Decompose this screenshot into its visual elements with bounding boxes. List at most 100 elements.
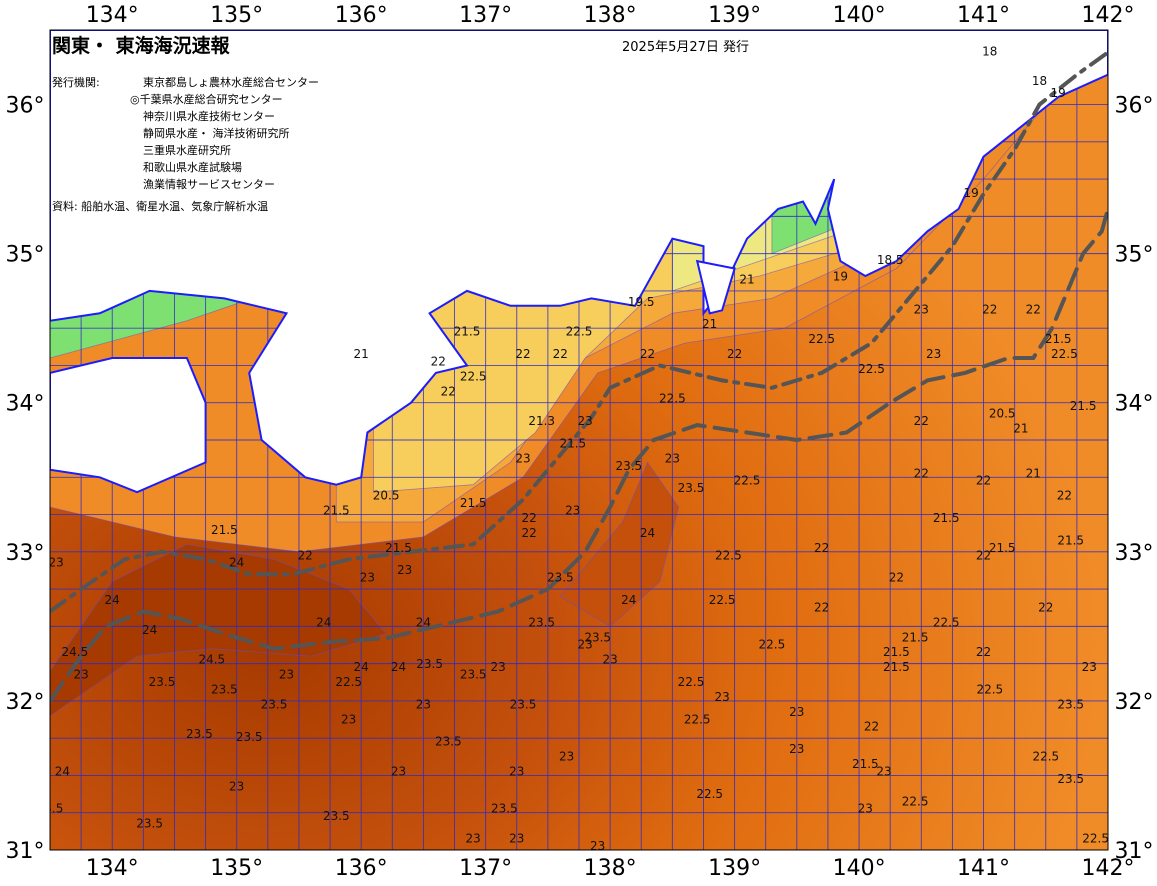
contour-label: 23.5 — [211, 683, 238, 697]
contour-label: 21.5 — [1057, 533, 1084, 547]
contour-label: 23.5 — [1057, 697, 1084, 711]
left-latitude-tick: 36° — [6, 94, 45, 119]
right-latitude-tick: 31° — [1115, 839, 1154, 864]
contour-label: 23 — [559, 750, 574, 764]
contour-label: 23 — [876, 765, 891, 779]
issuer-4: 静岡県水産・ 海洋技術研究所 — [143, 126, 290, 140]
contour-label: 23 — [1082, 660, 1097, 674]
right-latitude-tick: 35° — [1115, 243, 1154, 268]
issuer-6: 和歌山県水産試験場 — [143, 160, 242, 174]
issue-date: 2025年5月27日 発行 — [622, 40, 749, 55]
contour-label: 23.5 — [136, 817, 163, 831]
contour-label: 22 — [441, 384, 456, 398]
contour-label: 22 — [727, 347, 742, 361]
contour-label: 23 — [714, 690, 729, 704]
contour-label: 23 — [602, 653, 617, 667]
contour-label: 22.5 — [460, 369, 487, 383]
contour-label: 22 — [522, 526, 537, 540]
contour-label: 22.5 — [684, 712, 711, 726]
contour-label: 21.5 — [454, 325, 481, 339]
issuer-1: 東京都島しょ農林水産総合センター — [143, 75, 319, 89]
contour-label: 22 — [298, 548, 313, 562]
contour-label: 24 — [316, 615, 331, 629]
bottom-longitude-tick: 142° — [1082, 856, 1135, 881]
contour-label: 23.5 — [435, 735, 462, 749]
contour-label: 22 — [864, 720, 879, 734]
kuroshio-axis-1 — [50, 50, 1108, 614]
contour-label: 22 — [1026, 302, 1041, 316]
issuers-label: 発行機関: — [52, 75, 100, 89]
top-longitude-tick: 137° — [459, 3, 512, 28]
contour-label: 21.5 — [211, 523, 238, 537]
top-longitude-tick: 134° — [86, 3, 139, 28]
contour-label: 19.5 — [628, 295, 655, 309]
contour-label: 23 — [279, 668, 294, 682]
contour-label: 24 — [416, 615, 431, 629]
contour-label: 22.5 — [734, 474, 761, 488]
issuer-3: 神奈川県水産技術センター — [143, 109, 275, 123]
contour-label: 23 — [515, 451, 530, 465]
contour-label: 24 — [105, 593, 120, 607]
contour-label: 23 — [926, 347, 941, 361]
contour-label: 21 — [702, 317, 717, 331]
right-latitude-tick: 33° — [1115, 541, 1154, 566]
contour-label: 18 — [1032, 74, 1047, 88]
bottom-longitude-tick: 141° — [957, 856, 1010, 881]
issuer-5: 三重県水産研究所 — [143, 143, 231, 157]
contour-label: 21.3 — [528, 414, 555, 428]
left-latitude-axis: 36° 35° 34° 33° 32° 31° — [6, 94, 45, 865]
contour-label: 22 — [976, 474, 991, 488]
contour-label: 24 — [229, 556, 244, 570]
contour-label: 21 — [739, 273, 754, 287]
contour-label: 22.5 — [808, 332, 835, 346]
top-longitude-tick: 141° — [957, 3, 1010, 28]
contour-label: 23.5 — [37, 802, 64, 816]
contour-label: 22 — [515, 347, 530, 361]
contour-label: 23.5 — [584, 630, 611, 644]
contour-label: 23 — [578, 638, 593, 652]
contour-label: 22 — [553, 347, 568, 361]
bottom-longitude-tick: 139° — [708, 856, 761, 881]
contour-label: 20.5 — [373, 489, 400, 503]
left-latitude-tick: 35° — [6, 243, 45, 268]
contour-label: 24.5 — [198, 653, 225, 667]
top-longitude-tick: 142° — [1082, 3, 1135, 28]
contour-label: 22 — [982, 302, 997, 316]
contour-label: 23 — [49, 556, 64, 570]
contour-label: 24 — [621, 593, 636, 607]
contour-label: 22.5 — [709, 593, 736, 607]
contour-label: 23 — [360, 571, 375, 585]
contour-label: 21.5 — [323, 504, 350, 518]
contour-label: 24 — [391, 660, 406, 674]
contour-label: 23.5 — [547, 571, 574, 585]
contour-label: 22.5 — [858, 362, 885, 376]
top-longitude-tick: 135° — [210, 3, 263, 28]
contour-label: 22.5 — [1032, 750, 1059, 764]
contour-label: 22 — [814, 601, 829, 615]
contour-label: 21.5 — [883, 645, 910, 659]
contour-label: 22 — [522, 511, 537, 525]
contour-label: 23 — [858, 802, 873, 816]
contour-label: 23 — [590, 839, 605, 853]
contour-label: 21 — [1026, 466, 1041, 480]
top-longitude-tick: 140° — [833, 3, 886, 28]
right-latitude-tick: 32° — [1115, 690, 1154, 715]
contour-label: 22.5 — [1082, 832, 1109, 846]
contour-label: 23.5 — [416, 657, 443, 671]
contour-label: 22 — [976, 645, 991, 659]
contour-label: 22 — [976, 548, 991, 562]
left-latitude-tick: 31° — [6, 839, 45, 864]
contour-label: 19 — [833, 270, 848, 284]
contour-label: 24.5 — [62, 645, 89, 659]
contour-label: 22.5 — [696, 787, 723, 801]
contour-label: 23.5 — [528, 615, 555, 629]
issuer-2: ◎千葉県水産総合研究センター — [130, 92, 283, 106]
contour-label: 21.5 — [933, 511, 960, 525]
contour-label: 24 — [142, 623, 157, 637]
right-latitude-tick: 34° — [1115, 392, 1154, 417]
left-latitude-tick: 32° — [6, 690, 45, 715]
bottom-longitude-tick: 138° — [584, 856, 637, 881]
plot-frame — [49, 29, 1109, 851]
